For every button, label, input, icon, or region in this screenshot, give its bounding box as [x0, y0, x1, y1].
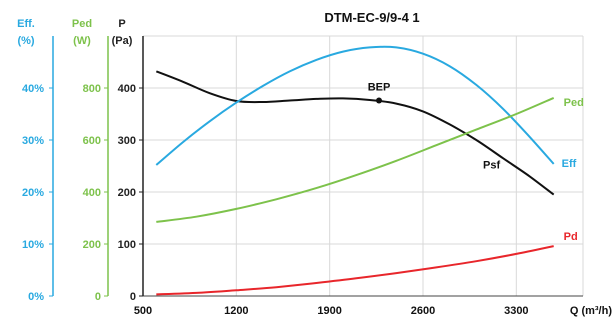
series-label-psf: Psf: [483, 160, 500, 172]
ped-axis-unit: (W): [73, 35, 91, 47]
p-tick-label: 100: [118, 239, 136, 251]
eff-tick-label: 0%: [28, 291, 44, 303]
series-line-pd: [156, 245, 554, 296]
eff-tick-label: 20%: [22, 187, 44, 199]
p-tick-label: 0: [130, 291, 136, 303]
eff-tick-label: 40%: [22, 83, 44, 95]
x-tick-label: 3300: [504, 305, 528, 317]
p-tick-label: 400: [118, 83, 136, 95]
series-label-pd: Pd: [564, 231, 578, 243]
ped-tick-label: 600: [83, 135, 101, 147]
x-tick-label: 1900: [317, 305, 341, 317]
chart-series: [155, 45, 555, 296]
chart-grid: [143, 35, 584, 297]
bep-label: BEP: [368, 81, 391, 93]
p-axis-unit: (Pa): [112, 35, 133, 47]
series-line-ped: [156, 96, 555, 223]
series-label-eff: Eff: [562, 158, 577, 170]
chart-labels: Psf Eff Ped Pd BEP: [368, 81, 584, 243]
x-axis-label: Q (m³/h): [570, 305, 612, 317]
eff-axis-unit: (%): [17, 35, 34, 47]
x-tick-label: 2600: [411, 305, 435, 317]
ped-tick-label: 0: [95, 291, 101, 303]
p-tick-label: 200: [118, 187, 136, 199]
x-tick-label: 500: [134, 305, 152, 317]
series-line-psf: [155, 70, 555, 196]
series-line-eff: [155, 45, 555, 166]
eff-tick-label: 10%: [22, 239, 44, 251]
ped-tick-label: 200: [83, 239, 101, 251]
bep-point: [376, 97, 382, 104]
x-tick-label: 1200: [224, 305, 248, 317]
p-axis-label: P: [118, 18, 125, 30]
eff-axis-label: Eff.: [17, 18, 35, 30]
ped-axis-label: Ped: [72, 18, 92, 30]
chart-axes: 500 1200 1900 2600 3300 Q (m³/h) 0% 10% 20% 30% 40…: [17, 18, 612, 317]
chart-title: DTM-EC-9/9-4 1: [324, 10, 419, 25]
series-label-ped: Ped: [564, 97, 584, 109]
eff-tick-label: 30%: [22, 135, 44, 147]
ped-tick-label: 800: [83, 83, 101, 95]
ped-tick-label: 400: [83, 187, 101, 199]
p-tick-label: 300: [118, 135, 136, 147]
